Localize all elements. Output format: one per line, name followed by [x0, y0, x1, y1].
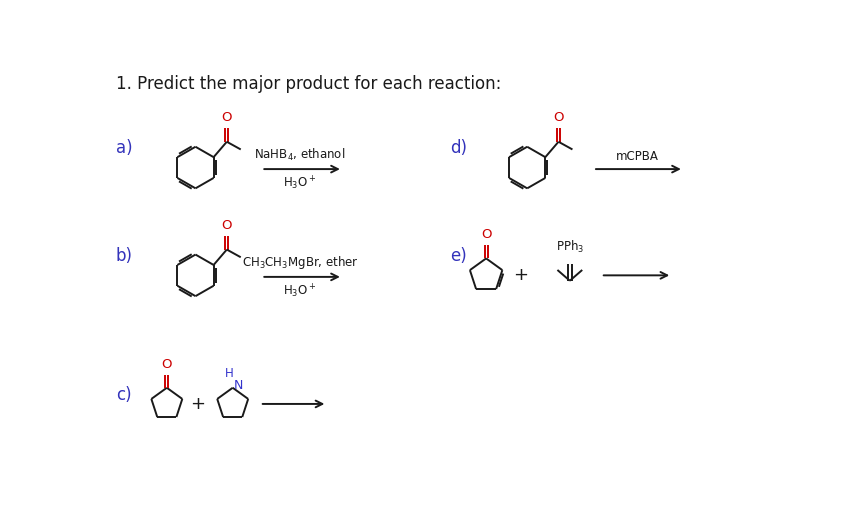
Text: 1. Predict the major product for each reaction:: 1. Predict the major product for each re…	[116, 75, 501, 93]
Text: N: N	[233, 379, 243, 392]
Text: b): b)	[116, 247, 133, 265]
Text: O: O	[162, 358, 172, 371]
Text: mCPBA: mCPBA	[616, 150, 659, 163]
Text: O: O	[553, 111, 563, 124]
Text: O: O	[221, 111, 232, 124]
Text: H$_3$O$^+$: H$_3$O$^+$	[283, 174, 317, 192]
Text: a): a)	[116, 139, 132, 157]
Text: +: +	[513, 267, 528, 285]
Text: O: O	[221, 219, 232, 232]
Text: H$_3$O$^+$: H$_3$O$^+$	[283, 282, 317, 299]
Text: H: H	[225, 367, 233, 380]
Text: c): c)	[116, 386, 131, 404]
Text: +: +	[191, 395, 205, 413]
Text: e): e)	[449, 247, 466, 265]
Text: O: O	[481, 228, 491, 242]
Text: PPh$_3$: PPh$_3$	[556, 238, 584, 254]
Text: CH$_3$CH$_3$MgBr, ether: CH$_3$CH$_3$MgBr, ether	[242, 254, 358, 271]
Text: d): d)	[449, 139, 466, 157]
Text: NaHB$_4$, ethanol: NaHB$_4$, ethanol	[254, 147, 346, 163]
